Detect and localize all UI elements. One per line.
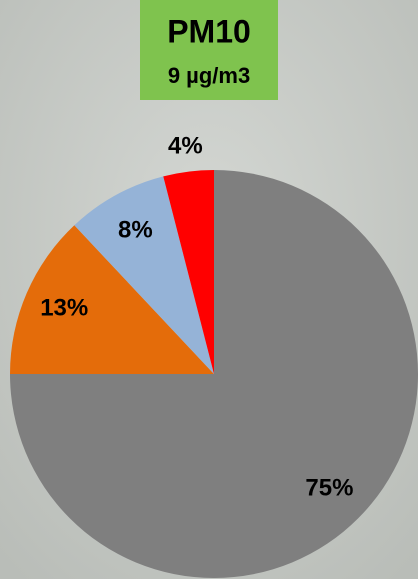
data-label: 4%: [168, 133, 203, 160]
chart-subtitle: 9 µg/m3: [168, 63, 250, 88]
data-label: 13%: [40, 295, 88, 322]
pie-slice: [74, 176, 215, 374]
pie-slice: [10, 225, 214, 374]
pie-slice: [163, 170, 214, 374]
data-label: 8%: [118, 216, 153, 243]
chart-title: PM10: [167, 13, 251, 49]
title-box: [140, 0, 278, 100]
data-label: 75%: [305, 475, 353, 502]
